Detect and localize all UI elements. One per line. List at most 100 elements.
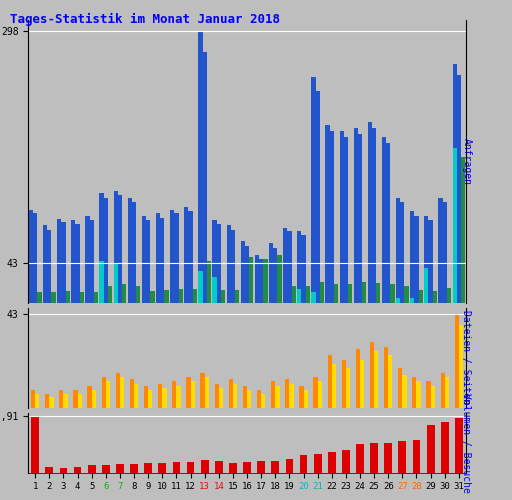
Bar (227, 225, 231, 302)
Y-axis label: Volumen / Besuche: Volumen / Besuche (461, 392, 472, 492)
Bar (66, 290, 70, 302)
Y-axis label: Dateien / Seiten: Dateien / Seiten (461, 310, 472, 404)
Bar (177, 386, 181, 407)
Bar (429, 220, 433, 302)
Bar (245, 246, 249, 302)
Bar (291, 286, 296, 302)
Bar (188, 212, 193, 302)
Bar (426, 425, 435, 472)
Bar (358, 134, 362, 302)
Bar (285, 379, 289, 408)
Bar (120, 377, 124, 408)
Bar (215, 461, 223, 472)
Bar (158, 384, 162, 407)
Bar (372, 128, 376, 302)
Bar (431, 386, 435, 407)
Bar (47, 230, 52, 302)
Bar (37, 292, 41, 302)
Bar (304, 390, 308, 407)
Bar (275, 386, 280, 407)
Bar (45, 394, 49, 407)
Bar (396, 298, 400, 302)
Bar (360, 360, 364, 408)
Bar (382, 136, 386, 302)
Bar (190, 382, 195, 407)
Bar (413, 440, 420, 472)
Bar (118, 195, 122, 302)
Bar (385, 443, 392, 472)
Bar (400, 202, 404, 302)
Bar (278, 255, 282, 302)
Bar (339, 131, 344, 302)
Bar (184, 207, 188, 302)
Bar (217, 224, 221, 302)
Bar (114, 192, 118, 302)
Bar (342, 450, 350, 472)
Bar (198, 31, 203, 302)
Bar (404, 286, 409, 302)
Bar (29, 210, 33, 302)
Bar (300, 455, 307, 472)
Bar (271, 460, 279, 472)
Bar (346, 368, 350, 408)
Bar (342, 360, 346, 408)
Bar (127, 198, 132, 302)
Bar (334, 284, 338, 302)
Bar (261, 394, 265, 407)
Bar (104, 198, 108, 302)
Bar (317, 382, 322, 407)
Bar (287, 232, 291, 302)
Bar (440, 372, 445, 408)
Bar (263, 259, 267, 302)
Bar (398, 441, 406, 472)
Bar (142, 216, 146, 302)
Bar (311, 76, 315, 302)
Bar (158, 463, 166, 472)
Bar (235, 290, 239, 302)
Bar (99, 262, 104, 302)
Bar (52, 292, 56, 302)
Bar (33, 213, 37, 302)
Bar (249, 257, 253, 302)
Bar (174, 213, 179, 302)
Bar (356, 444, 364, 472)
Bar (90, 220, 94, 302)
Bar (320, 282, 324, 302)
Bar (59, 468, 68, 472)
Bar (116, 464, 124, 472)
Bar (384, 346, 388, 408)
Bar (302, 235, 306, 302)
Bar (75, 224, 80, 302)
Bar (330, 131, 334, 302)
Bar (247, 390, 251, 407)
Bar (388, 356, 393, 408)
Bar (160, 218, 164, 302)
Bar (130, 464, 138, 472)
Bar (219, 388, 223, 407)
Bar (35, 394, 39, 407)
Bar (212, 277, 217, 302)
Bar (416, 382, 421, 407)
Bar (433, 290, 437, 302)
Bar (455, 418, 463, 472)
Bar (414, 216, 419, 302)
Bar (374, 351, 378, 408)
Bar (212, 220, 217, 302)
Bar (259, 259, 263, 302)
Bar (426, 382, 431, 407)
Bar (348, 284, 352, 302)
Bar (396, 198, 400, 302)
Bar (205, 377, 209, 408)
Bar (286, 459, 293, 472)
Bar (402, 375, 407, 408)
Bar (172, 382, 177, 407)
Bar (398, 368, 402, 408)
Bar (315, 91, 320, 302)
Bar (243, 462, 251, 472)
Bar (187, 462, 195, 472)
Bar (419, 290, 423, 302)
Bar (354, 128, 358, 302)
Bar (200, 372, 205, 408)
Bar (229, 462, 237, 472)
Bar (164, 290, 168, 302)
